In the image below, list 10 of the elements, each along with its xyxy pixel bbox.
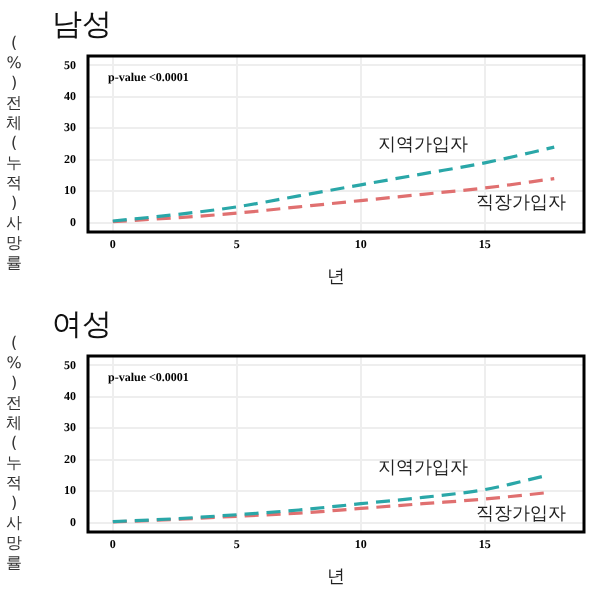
series-label: 지역가입자: [377, 459, 468, 480]
x-axis-title: 년: [327, 267, 345, 288]
text: (%)전체(누적)사망률: [6, 334, 22, 572]
text: (%)전체(누적)사망률: [6, 34, 22, 272]
series-label: 직장가입자: [475, 193, 566, 214]
chart-title: 여성: [52, 305, 112, 342]
series-label: 직장가입자: [475, 504, 566, 525]
chart-title: 남성: [52, 5, 112, 42]
series-label: 지역가입자: [377, 135, 468, 156]
x-axis-title: 년: [327, 567, 345, 588]
